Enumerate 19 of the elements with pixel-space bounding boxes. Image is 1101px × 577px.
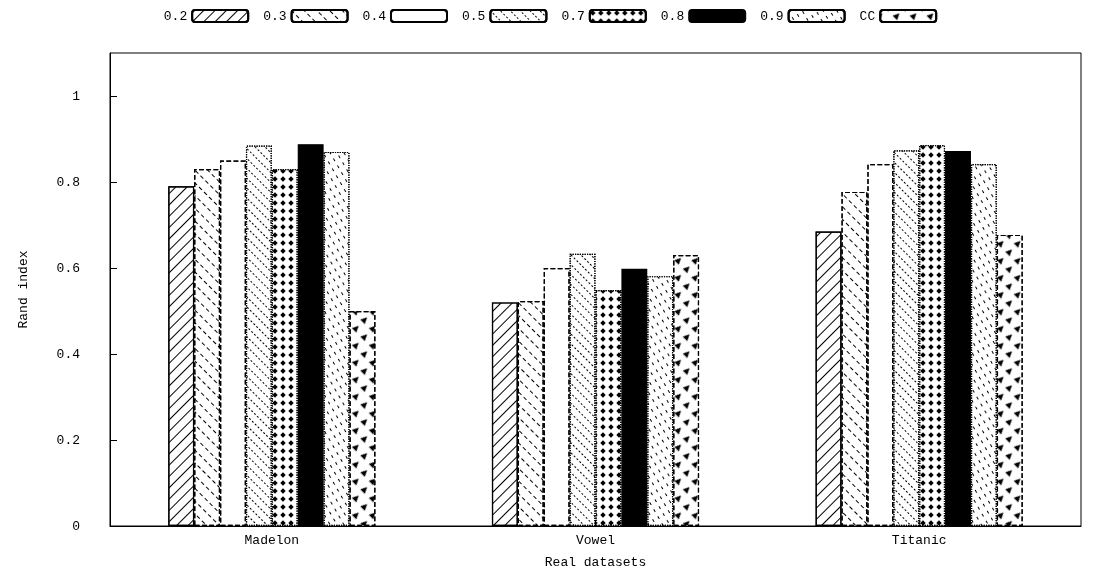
x-tick-label: Titanic xyxy=(891,533,947,548)
legend-label: 0.2 xyxy=(163,8,188,24)
legend-label: 0.9 xyxy=(760,8,784,24)
y-tick-label: 0.8 xyxy=(56,174,80,190)
y-tick-label: 0.6 xyxy=(56,260,80,276)
y-tick-label: 1 xyxy=(72,88,81,104)
y-tick-label: 0 xyxy=(72,518,80,534)
legend-label: 0.8 xyxy=(660,8,685,24)
legend-label: 0.5 xyxy=(461,8,486,24)
legend-label: CC xyxy=(859,8,876,24)
y-tick-label: 0.2 xyxy=(56,432,80,448)
legend-label: 0.7 xyxy=(561,8,585,24)
legend-label: 0.3 xyxy=(263,8,287,24)
y-axis-title: Rand index xyxy=(16,250,31,329)
y-tick-label: 0.4 xyxy=(56,346,81,362)
x-tick-label: Madelon xyxy=(244,533,300,548)
legend-label: 0.4 xyxy=(362,8,387,24)
x-axis-title: Real datasets xyxy=(544,555,647,570)
x-tick-label: Vowel xyxy=(575,533,616,548)
